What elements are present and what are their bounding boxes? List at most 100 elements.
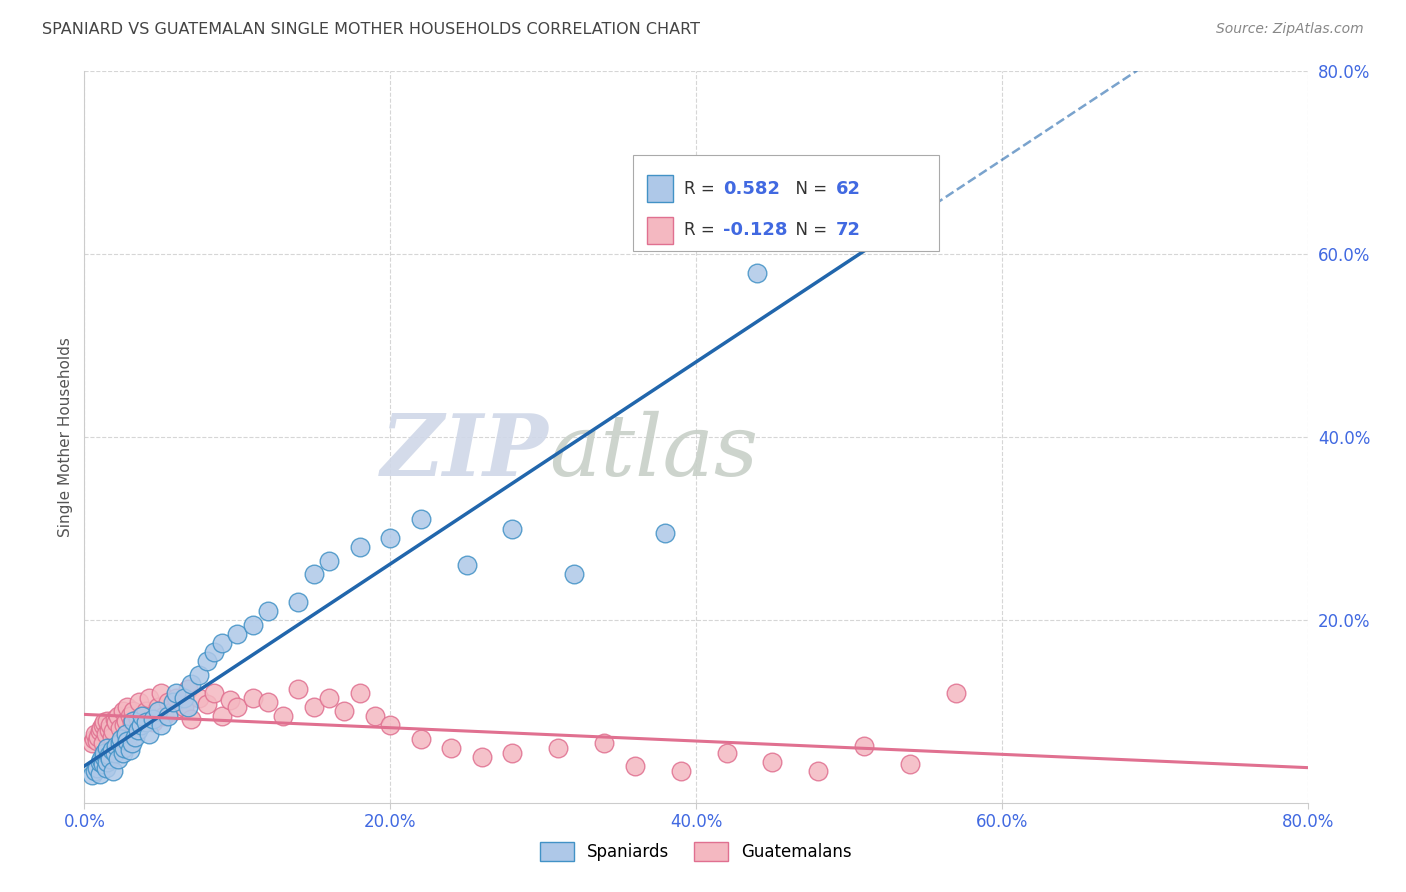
Point bbox=[127, 723, 149, 737]
Point bbox=[257, 695, 280, 709]
Point bbox=[302, 699, 325, 714]
Point bbox=[380, 718, 402, 732]
Point bbox=[409, 512, 432, 526]
Point bbox=[188, 690, 211, 705]
Point bbox=[624, 759, 647, 773]
Point bbox=[121, 715, 143, 730]
Point bbox=[97, 748, 120, 763]
Bar bbox=[648, 176, 673, 202]
Point bbox=[761, 755, 783, 769]
Point bbox=[120, 709, 142, 723]
Text: Source: ZipAtlas.com: Source: ZipAtlas.com bbox=[1216, 22, 1364, 37]
Point bbox=[226, 699, 249, 714]
Text: SPANIARD VS GUATEMALAN SINGLE MOTHER HOUSEHOLDS CORRELATION CHART: SPANIARD VS GUATEMALAN SINGLE MOTHER HOU… bbox=[42, 22, 700, 37]
Point bbox=[287, 594, 309, 608]
Point bbox=[188, 667, 211, 681]
Point bbox=[440, 740, 463, 755]
Point bbox=[96, 740, 118, 755]
Point bbox=[502, 521, 524, 535]
Point bbox=[142, 712, 165, 726]
Point bbox=[318, 553, 340, 567]
Point bbox=[173, 699, 195, 714]
Point bbox=[302, 567, 325, 582]
Point bbox=[716, 746, 738, 760]
Point bbox=[89, 724, 111, 739]
Point bbox=[471, 750, 494, 764]
Point bbox=[177, 699, 200, 714]
Point bbox=[271, 709, 294, 723]
Text: 0.582: 0.582 bbox=[724, 180, 780, 198]
Point bbox=[218, 693, 240, 707]
Y-axis label: Single Mother Households: Single Mother Households bbox=[58, 337, 73, 537]
Point bbox=[135, 705, 157, 719]
Point bbox=[91, 718, 114, 732]
Point bbox=[211, 636, 233, 650]
Point bbox=[149, 686, 172, 700]
Point bbox=[127, 712, 149, 726]
Point bbox=[110, 731, 132, 746]
Point bbox=[135, 715, 157, 730]
Point bbox=[94, 727, 117, 741]
Point bbox=[853, 739, 876, 753]
Point bbox=[97, 723, 120, 737]
Point bbox=[80, 768, 103, 782]
Point bbox=[91, 736, 114, 750]
Point bbox=[107, 709, 129, 723]
Point bbox=[91, 757, 114, 772]
Point bbox=[318, 690, 340, 705]
Point bbox=[105, 739, 128, 753]
Point bbox=[807, 165, 830, 179]
Point bbox=[747, 266, 769, 280]
Point bbox=[287, 681, 309, 696]
Point bbox=[84, 764, 107, 778]
Point bbox=[112, 740, 135, 755]
Point bbox=[87, 730, 110, 744]
Text: ZIP: ZIP bbox=[381, 410, 550, 493]
Point bbox=[89, 766, 111, 780]
Point bbox=[83, 731, 105, 746]
Point bbox=[364, 709, 387, 723]
Point bbox=[502, 746, 524, 760]
Point bbox=[669, 764, 692, 778]
Text: -0.128: -0.128 bbox=[724, 221, 787, 239]
Point bbox=[349, 686, 371, 700]
Point bbox=[121, 736, 143, 750]
Point bbox=[122, 705, 145, 719]
Bar bbox=[648, 217, 673, 244]
Point bbox=[89, 755, 111, 769]
Point bbox=[94, 761, 117, 775]
Point bbox=[242, 617, 264, 632]
Point bbox=[380, 531, 402, 545]
Text: N =: N = bbox=[785, 221, 832, 239]
Point bbox=[547, 740, 569, 755]
Point bbox=[146, 705, 169, 719]
Point bbox=[104, 712, 127, 726]
Point bbox=[165, 686, 187, 700]
Point bbox=[157, 709, 180, 723]
Point bbox=[157, 695, 180, 709]
Point bbox=[108, 736, 131, 750]
Point bbox=[101, 743, 124, 757]
Point bbox=[180, 677, 202, 691]
Point bbox=[101, 730, 124, 744]
Point bbox=[898, 757, 921, 772]
Point bbox=[98, 718, 121, 732]
Point bbox=[202, 686, 225, 700]
Point bbox=[120, 743, 142, 757]
Point bbox=[93, 746, 115, 760]
Point bbox=[122, 714, 145, 728]
Point bbox=[177, 681, 200, 696]
Point bbox=[409, 731, 432, 746]
Point bbox=[103, 724, 125, 739]
Point bbox=[115, 699, 138, 714]
Text: 62: 62 bbox=[835, 180, 860, 198]
Point bbox=[108, 721, 131, 735]
Point bbox=[80, 736, 103, 750]
Point bbox=[226, 626, 249, 640]
Point bbox=[128, 695, 150, 709]
Point bbox=[131, 709, 153, 723]
Point bbox=[115, 733, 138, 747]
Point bbox=[173, 690, 195, 705]
Point bbox=[84, 727, 107, 741]
Point bbox=[124, 730, 146, 744]
